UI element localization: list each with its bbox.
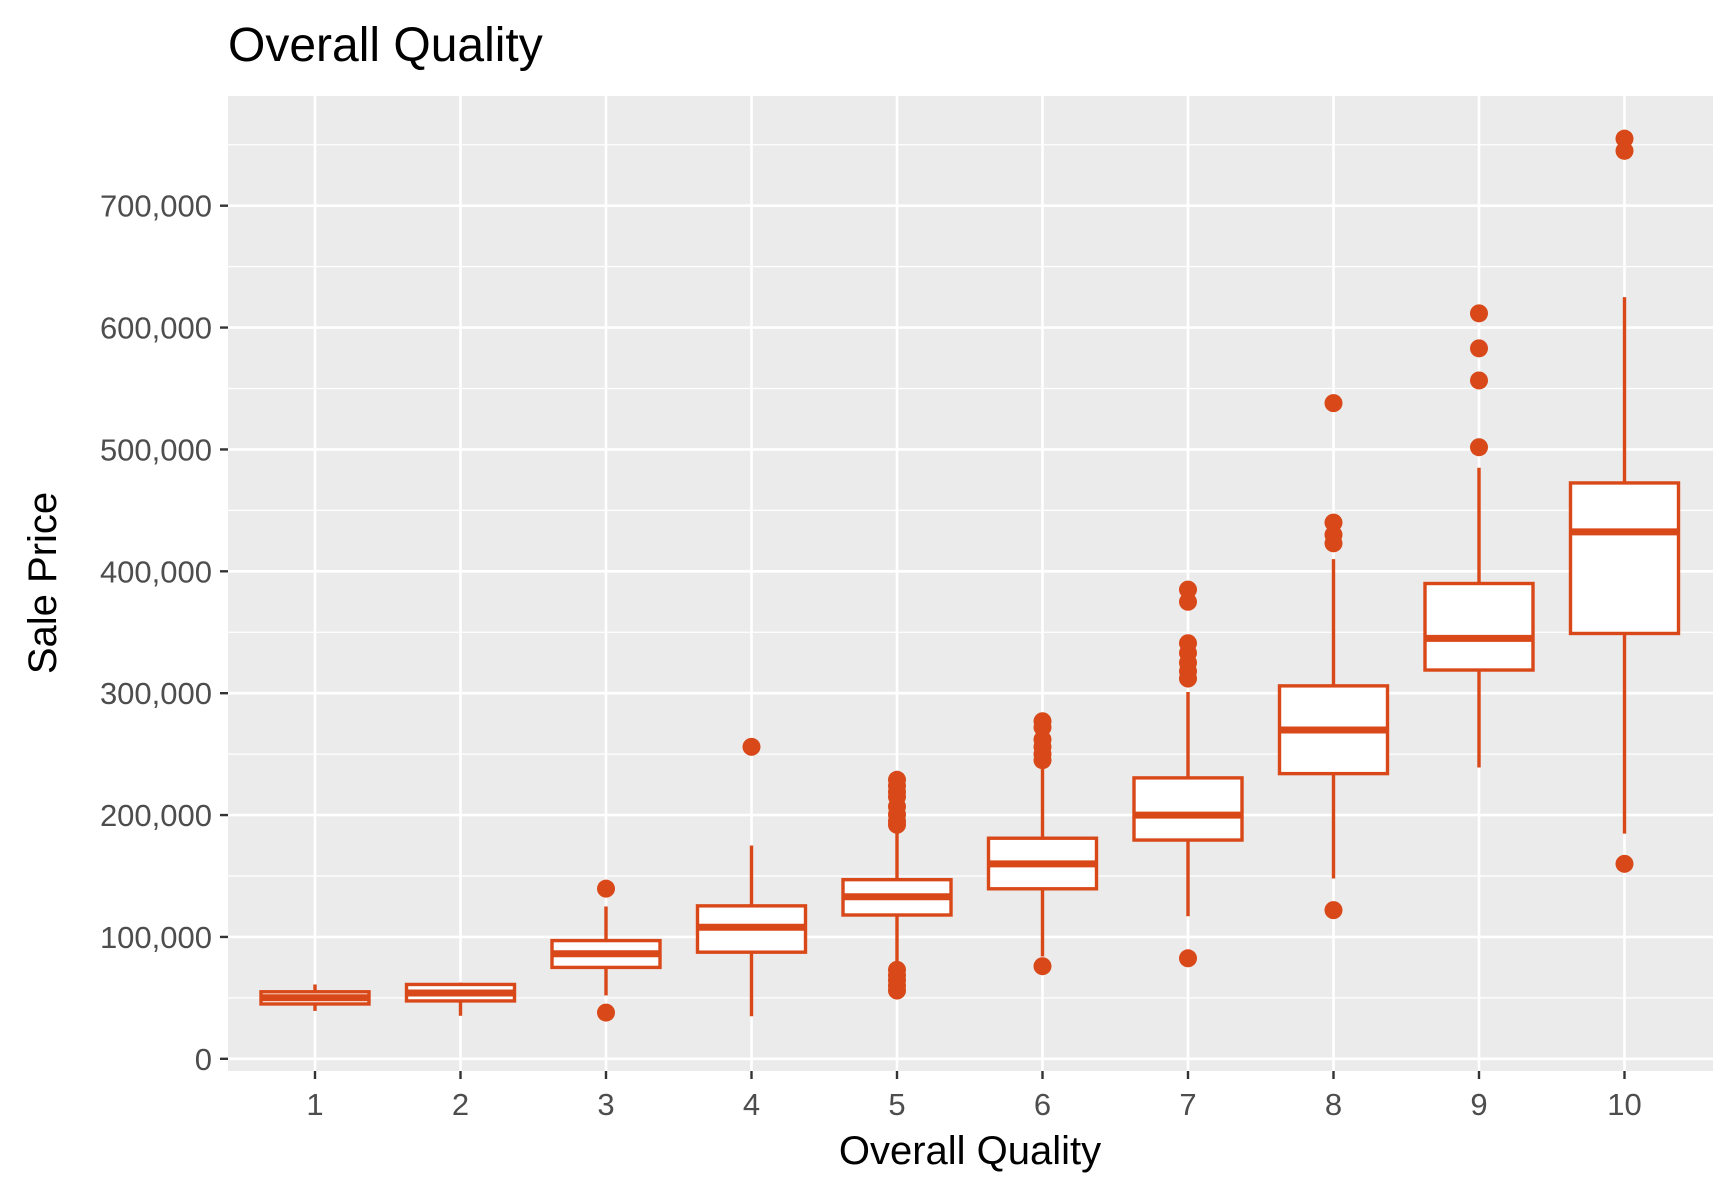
x-tick-label: 2 <box>452 1087 469 1122</box>
outlier-point <box>597 879 615 898</box>
chart-title: Overall Quality <box>228 19 543 72</box>
box-group <box>1132 580 1244 968</box>
outlier-point <box>888 815 906 834</box>
box-group <box>695 737 808 1017</box>
y-tick-label: 300,000 <box>100 676 212 711</box>
box-group <box>1277 394 1390 920</box>
x-tick-label: 8 <box>1325 1087 1342 1122</box>
outlier-point <box>1615 141 1634 160</box>
x-tick-label: 3 <box>597 1087 614 1122</box>
outlier-point <box>1324 394 1343 413</box>
outlier-point <box>597 1003 615 1022</box>
y-tick-label: 600,000 <box>100 311 212 346</box>
y-tick-label: 100,000 <box>100 920 212 955</box>
y-tick-label: 200,000 <box>100 798 212 833</box>
y-tick-label: 500,000 <box>100 432 212 467</box>
y-tick-label: 400,000 <box>100 554 212 589</box>
outlier-point <box>1470 304 1488 323</box>
x-axis: 1 2 3 4 5 6 7 8 9 10 <box>306 1071 1642 1122</box>
box-iqr <box>1568 481 1681 636</box>
box-group <box>404 982 517 1016</box>
y-tick-label: 700,000 <box>100 189 212 224</box>
outlier-point <box>1470 371 1488 390</box>
x-tick-label: 7 <box>1179 1087 1196 1122</box>
x-axis-title: Overall Quality <box>839 1129 1101 1173</box>
outlier-point <box>1033 751 1052 770</box>
outlier-point <box>1615 854 1634 873</box>
box-group <box>259 984 371 1011</box>
box-group <box>550 879 662 1022</box>
y-axis: 0 100,000 200,000 300,000 400,000 500,000 600,… <box>100 189 228 1077</box>
outlier-point <box>1179 949 1197 968</box>
x-tick-label: 1 <box>306 1087 323 1122</box>
box-group <box>841 770 953 1000</box>
x-tick-label: 5 <box>888 1087 905 1122</box>
x-tick-label: 4 <box>743 1087 760 1122</box>
outlier-point <box>1033 957 1052 976</box>
boxes-layer <box>259 129 1681 1022</box>
y-axis-title: Sale Price <box>21 492 65 674</box>
box-group <box>986 712 1099 976</box>
outlier-point <box>1324 901 1343 920</box>
x-tick-label: 10 <box>1607 1087 1641 1122</box>
outlier-point <box>1324 534 1343 553</box>
box-iqr <box>1132 776 1244 842</box>
outlier-point <box>1179 592 1197 611</box>
x-tick-label: 6 <box>1034 1087 1051 1122</box>
box-group <box>1423 304 1535 768</box>
outlier-point <box>742 737 761 756</box>
box-group <box>1568 129 1681 873</box>
outlier-point <box>1470 438 1488 457</box>
outlier-point <box>1179 669 1197 688</box>
box-iqr <box>1423 581 1535 672</box>
outlier-point <box>888 981 906 1000</box>
x-tick-label: 9 <box>1470 1087 1487 1122</box>
outlier-point <box>1470 339 1488 358</box>
y-tick-label: 0 <box>195 1042 212 1077</box>
